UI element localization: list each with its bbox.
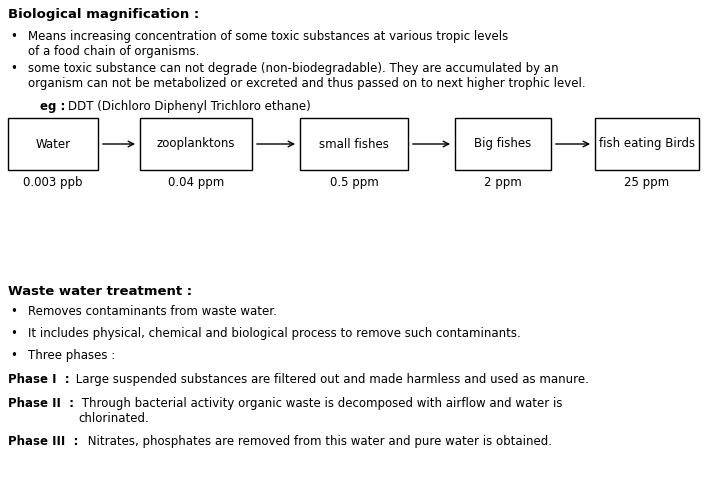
- Text: Removes contaminants from waste water.: Removes contaminants from waste water.: [28, 305, 277, 318]
- Bar: [8, 118, 98, 170]
- Text: DDT (Dichloro Diphenyl Trichloro ethane): DDT (Dichloro Diphenyl Trichloro ethane): [68, 100, 310, 113]
- Text: Large suspended substances are filtered out and made harmless and used as manure: Large suspended substances are filtered …: [72, 373, 589, 386]
- Text: •: •: [10, 327, 17, 340]
- Text: Water: Water: [35, 138, 70, 150]
- Text: Phase I  :: Phase I :: [8, 373, 70, 386]
- Text: •: •: [10, 30, 17, 43]
- Text: of a food chain of organisms.: of a food chain of organisms.: [28, 45, 199, 58]
- Bar: [140, 118, 252, 170]
- Text: 0.5 ppm: 0.5 ppm: [329, 176, 378, 189]
- Text: Means increasing concentration of some toxic substances at various tropic levels: Means increasing concentration of some t…: [28, 30, 508, 43]
- Text: 2 ppm: 2 ppm: [484, 176, 522, 189]
- Text: organism can not be metabolized or excreted and thus passed on to next higher tr: organism can not be metabolized or excre…: [28, 77, 586, 90]
- Bar: [455, 118, 551, 170]
- Text: Phase III  :: Phase III :: [8, 435, 78, 448]
- Text: 0.04 ppm: 0.04 ppm: [168, 176, 224, 189]
- Text: Waste water treatment :: Waste water treatment :: [8, 285, 192, 298]
- Text: zooplanktons: zooplanktons: [157, 138, 235, 150]
- Text: chlorinated.: chlorinated.: [78, 412, 149, 425]
- Text: some toxic substance can not degrade (non-biodegradable). They are accumulated b: some toxic substance can not degrade (no…: [28, 62, 559, 75]
- Text: Biological magnification :: Biological magnification :: [8, 8, 199, 21]
- Text: Big fishes: Big fishes: [474, 138, 532, 150]
- Text: eg :: eg :: [40, 100, 65, 113]
- Text: •: •: [10, 62, 17, 75]
- Text: small fishes: small fishes: [319, 138, 389, 150]
- Text: Phase II  :: Phase II :: [8, 397, 74, 410]
- Text: •: •: [10, 305, 17, 318]
- Text: fish eating Birds: fish eating Birds: [599, 138, 695, 150]
- Text: Through bacterial activity organic waste is decomposed with airflow and water is: Through bacterial activity organic waste…: [78, 397, 562, 410]
- Bar: [300, 118, 408, 170]
- Bar: [595, 118, 699, 170]
- Text: •: •: [10, 349, 17, 362]
- Text: Three phases :: Three phases :: [28, 349, 115, 362]
- Text: Nitrates, phosphates are removed from this water and pure water is obtained.: Nitrates, phosphates are removed from th…: [84, 435, 552, 448]
- Text: 25 ppm: 25 ppm: [624, 176, 670, 189]
- Text: It includes physical, chemical and biological process to remove such contaminant: It includes physical, chemical and biolo…: [28, 327, 521, 340]
- Text: 0.003 ppb: 0.003 ppb: [23, 176, 83, 189]
